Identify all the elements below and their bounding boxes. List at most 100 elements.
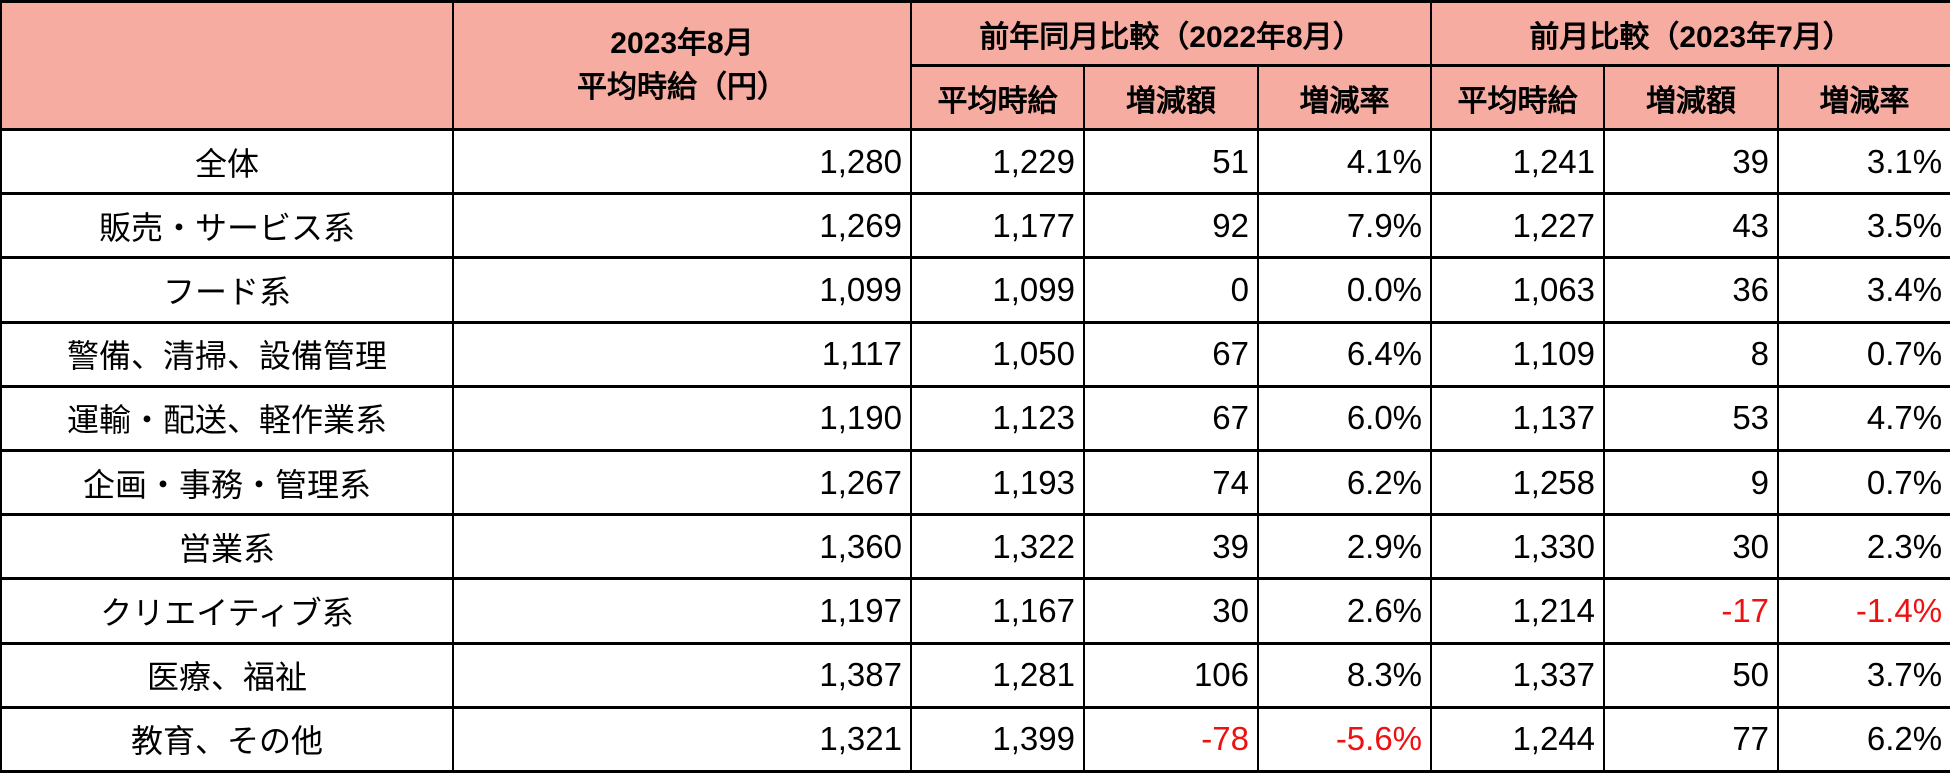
data-cell: 92	[1083, 192, 1259, 260]
col-header-aug-2023-line1: 2023年8月	[610, 27, 754, 60]
data-cell: -78	[1083, 705, 1259, 773]
col-header-aug-2023-avg-wage: 2023年8月 平均時給（円）	[452, 0, 912, 131]
table-row: 教育、その他 1,321 1,399 -78 -5.6% 1,244 77 6.2%	[0, 705, 1950, 773]
sub-header-mom-change-amount: 増減額	[1603, 64, 1780, 131]
data-cell: 1,109	[1430, 320, 1606, 388]
data-cell: 1,280	[452, 127, 912, 196]
data-cell: 2.6%	[1256, 577, 1433, 645]
data-cell: 1,167	[910, 577, 1085, 645]
row-label: 警備、清掃、設備管理	[0, 320, 454, 388]
data-cell: 50	[1603, 641, 1780, 709]
data-cell: -5.6%	[1256, 705, 1433, 773]
sub-header-yoy-change-amount: 増減額	[1083, 64, 1259, 131]
data-cell: 74	[1083, 448, 1259, 517]
data-cell: 8	[1603, 320, 1780, 388]
data-cell: 1,190	[452, 384, 912, 452]
data-cell: 1,281	[910, 641, 1085, 709]
data-cell: 9	[1603, 448, 1780, 517]
data-cell: 0.0%	[1256, 256, 1433, 324]
row-label: 営業系	[0, 513, 454, 581]
row-label: 教育、その他	[0, 705, 454, 773]
data-cell: 1,244	[1430, 705, 1606, 773]
data-cell: 3.1%	[1777, 127, 1950, 196]
data-cell: 1,387	[452, 641, 912, 709]
data-cell: 8.3%	[1256, 641, 1433, 709]
corner-cell	[0, 0, 454, 131]
data-cell: 2.3%	[1777, 513, 1950, 581]
data-cell: 1,137	[1430, 384, 1606, 452]
data-cell: 3.5%	[1777, 192, 1950, 260]
data-cell: 53	[1603, 384, 1780, 452]
data-cell: 1,322	[910, 513, 1085, 581]
row-label: 運輸・配送、軽作業系	[0, 384, 454, 452]
data-cell: 7.9%	[1256, 192, 1433, 260]
data-cell: 6.0%	[1256, 384, 1433, 452]
table-row: 警備、清掃、設備管理 1,117 1,050 67 6.4% 1,109 8 0.7%	[0, 320, 1950, 388]
data-cell: 1,117	[452, 320, 912, 388]
data-cell: 1,330	[1430, 513, 1606, 581]
data-cell: 1,229	[910, 127, 1085, 196]
data-cell: 1,099	[452, 256, 912, 324]
data-cell: 4.7%	[1777, 384, 1950, 452]
header-row-subcolumns: 平均時給 増減額 増減率 平均時給 増減額 増減率	[1, 64, 1950, 131]
data-cell: -1.4%	[1777, 577, 1950, 645]
data-cell: 1,337	[1430, 641, 1606, 709]
table-row: 営業系 1,360 1,322 39 2.9% 1,330 30 2.3%	[0, 513, 1950, 581]
col-header-aug-2023-line2: 平均時給（円）	[577, 70, 787, 104]
sub-header-yoy-change-rate: 増減率	[1256, 64, 1433, 131]
data-cell: 1,258	[1430, 448, 1606, 517]
data-cell: 6.4%	[1256, 320, 1433, 388]
data-cell: 1,269	[452, 192, 912, 260]
row-label: フード系	[0, 256, 454, 324]
table-row: フード系 1,099 1,099 0 0.0% 1,063 36 3.4%	[0, 256, 1950, 324]
data-cell: 1,177	[910, 192, 1085, 260]
table-row: 全体 1,280 1,229 51 4.1% 1,241 39 3.1%	[0, 127, 1950, 196]
group-header-yoy-comparison: 前年同月比較（2022年8月）	[909, 0, 1433, 67]
data-cell: 1,241	[1430, 127, 1606, 196]
data-cell: -17	[1603, 577, 1780, 645]
row-label: 全体	[0, 127, 454, 196]
row-label: 販売・サービス系	[0, 192, 454, 260]
data-cell: 3.7%	[1777, 641, 1950, 709]
data-cell: 0.7%	[1777, 320, 1950, 388]
data-cell: 1,123	[910, 384, 1085, 452]
data-cell: 51	[1083, 127, 1259, 196]
group-header-mom-comparison: 前月比較（2023年7月）	[1430, 0, 1950, 67]
table-row: 運輸・配送、軽作業系 1,190 1,123 67 6.0% 1,137 53 4.7%	[0, 384, 1950, 452]
data-cell: 1,267	[452, 448, 912, 517]
data-cell: 39	[1083, 513, 1259, 581]
sub-header-mom-avg-wage: 平均時給	[1430, 64, 1606, 131]
data-cell: 1,063	[1430, 256, 1606, 324]
table-row: 企画・事務・管理系 1,267 1,193 74 6.2% 1,258 9 0.7%	[0, 448, 1950, 517]
data-cell: 1,360	[452, 513, 912, 581]
data-cell: 43	[1603, 192, 1780, 260]
table-body: 全体 1,280 1,229 51 4.1% 1,241 39 3.1% 販売・サービス系 1,2…	[0, 127, 1950, 773]
row-label: 医療、福祉	[0, 641, 454, 709]
data-cell: 1,214	[1430, 577, 1606, 645]
data-cell: 1,197	[452, 577, 912, 645]
sub-header-mom-change-rate: 増減率	[1777, 64, 1950, 131]
data-cell: 0	[1083, 256, 1259, 324]
data-cell: 1,193	[910, 448, 1085, 517]
data-cell: 2.9%	[1256, 513, 1433, 581]
data-cell: 3.4%	[1777, 256, 1950, 324]
table-row: 販売・サービス系 1,269 1,177 92 7.9% 1,227 43 3.5%	[0, 192, 1950, 260]
data-cell: 67	[1083, 320, 1259, 388]
header-row-groups: 2023年8月 平均時給（円） 前年同月比較（2022年8月） 前月比較（202…	[0, 0, 1950, 131]
data-cell: 30	[1603, 513, 1780, 581]
data-cell: 1,050	[910, 320, 1085, 388]
data-cell: 0.7%	[1777, 448, 1950, 517]
data-cell: 4.1%	[1256, 127, 1433, 196]
table-row: 医療、福祉 1,387 1,281 106 8.3% 1,337 50 3.7%	[0, 641, 1950, 709]
data-cell: 106	[1083, 641, 1259, 709]
row-label: クリエイティブ系	[0, 577, 454, 645]
data-cell: 1,321	[452, 705, 912, 773]
data-cell: 1,399	[910, 705, 1085, 773]
data-cell: 67	[1083, 384, 1259, 452]
data-cell: 39	[1603, 127, 1780, 196]
data-cell: 1,099	[910, 256, 1085, 324]
data-cell: 30	[1083, 577, 1259, 645]
data-cell: 77	[1603, 705, 1780, 773]
table-row: クリエイティブ系 1,197 1,167 30 2.6% 1,214 -17 -1.4%	[0, 577, 1950, 645]
